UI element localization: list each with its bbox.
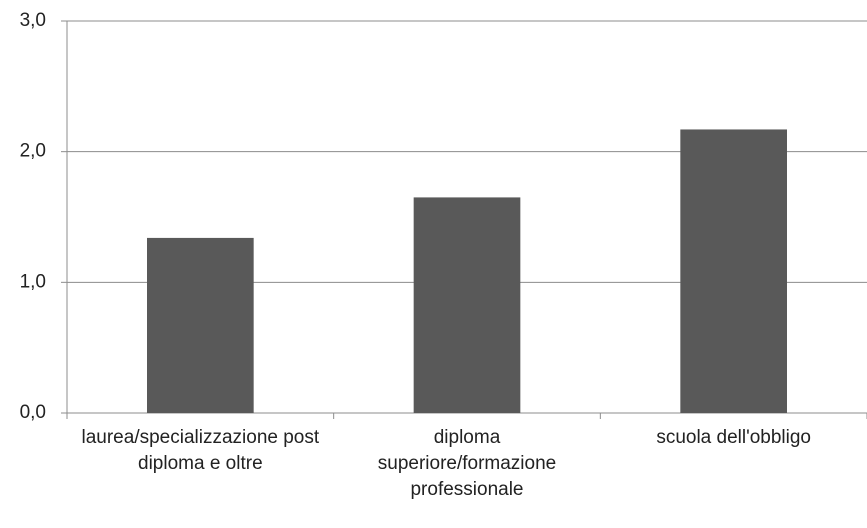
x-tick-label: laurea/specializzazione post diploma e o… (81, 427, 320, 474)
bar (147, 237, 254, 413)
x-tick-label: scuola dell'obbligo (656, 427, 811, 448)
x-tick-label: diploma superiore/formazione professiona… (377, 427, 557, 500)
y-tick-label: 1,0 (20, 271, 46, 292)
y-tick-label: 0,0 (20, 402, 46, 423)
y-tick-label: 3,0 (20, 10, 46, 31)
bar (680, 129, 787, 413)
y-tick-label: 2,0 (20, 141, 46, 162)
bar (413, 197, 521, 413)
